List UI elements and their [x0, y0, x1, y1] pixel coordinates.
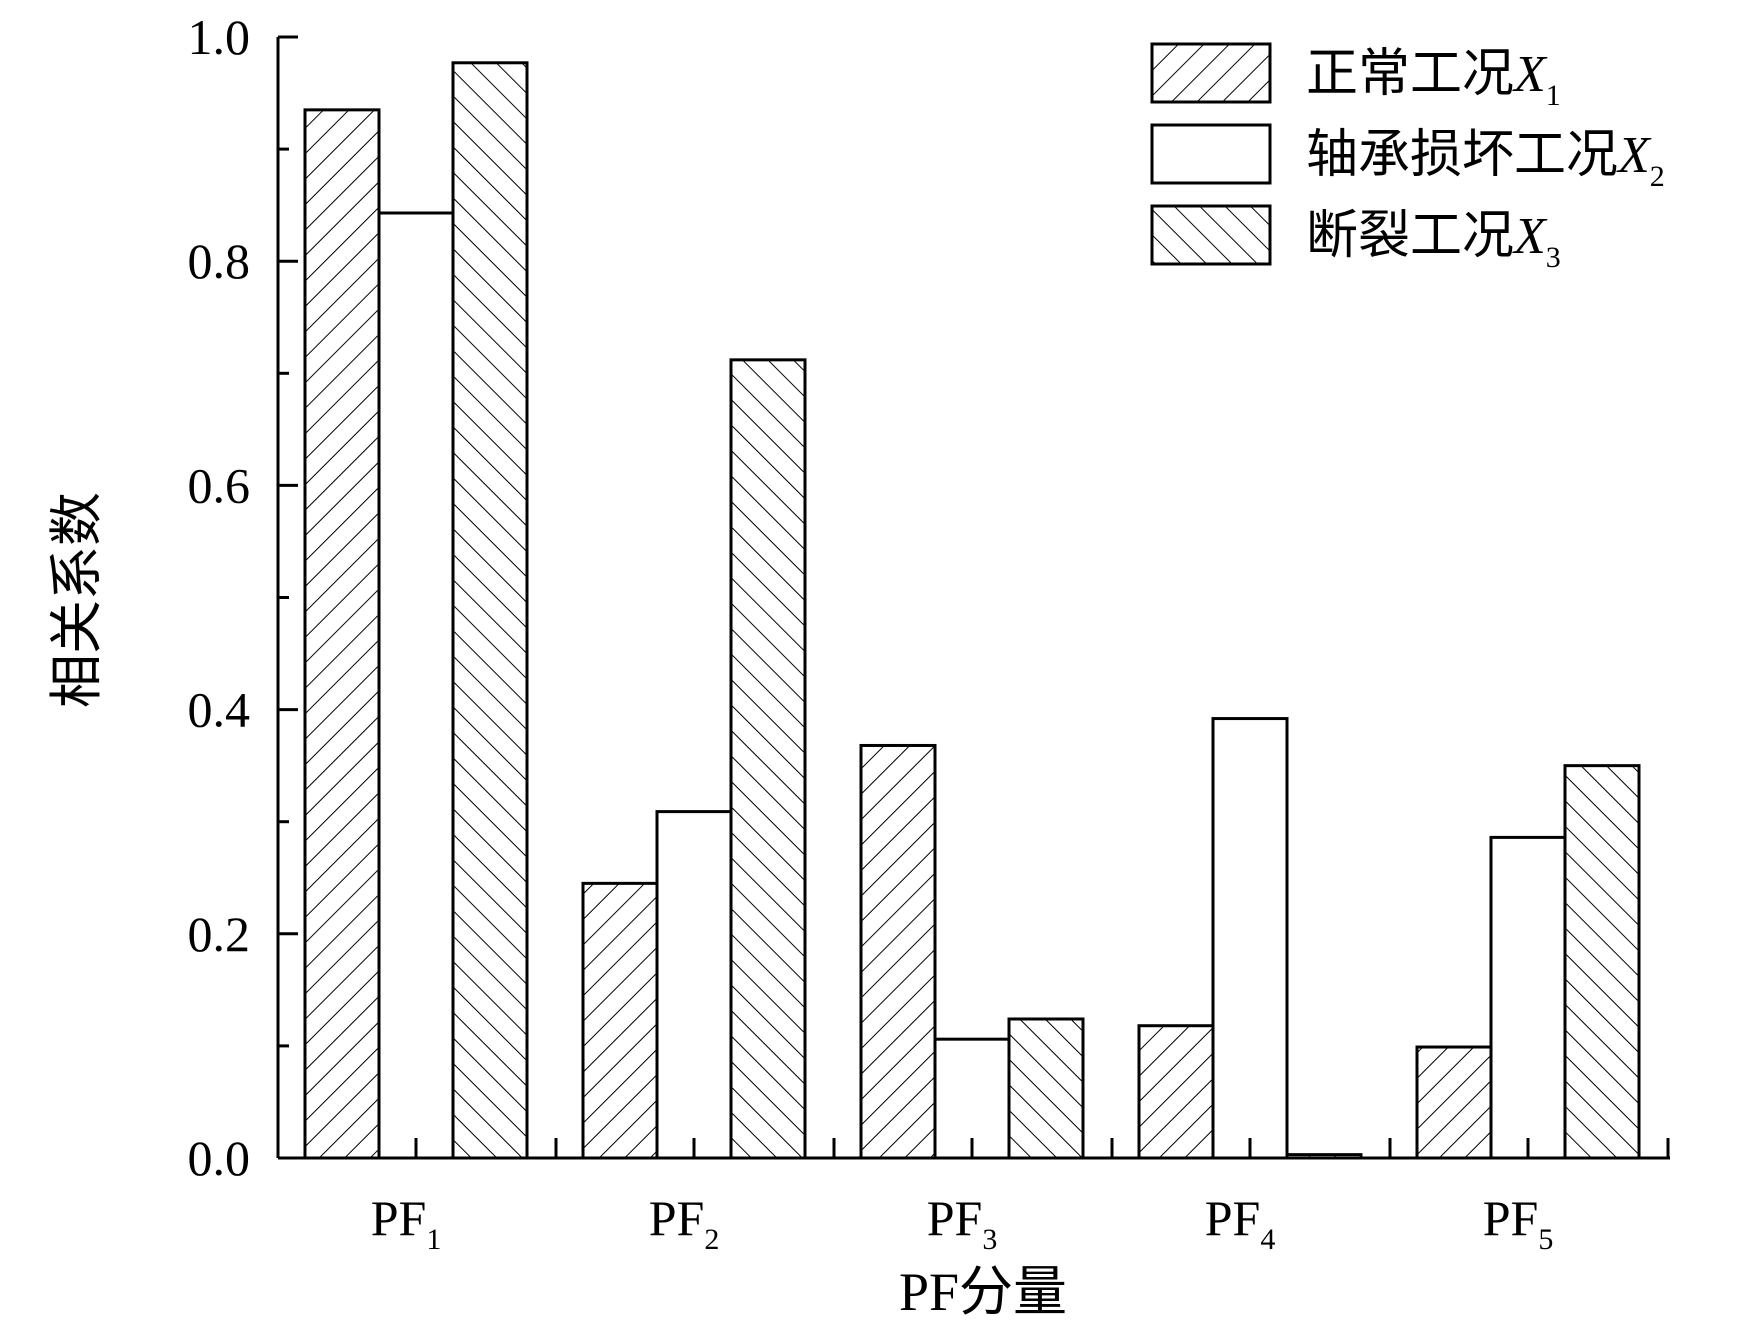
x-tick-label: PF3 — [927, 1190, 998, 1256]
x-axis-label: PF分量 — [899, 1262, 1067, 1322]
y-tick-label: 0.2 — [188, 906, 251, 962]
y-tick-label: 0.8 — [188, 233, 251, 289]
y-axis-label: 相关系数 — [47, 492, 107, 708]
x-tick-label: PF1 — [371, 1190, 442, 1256]
legend-label: 正常工况X1 — [1306, 46, 1561, 112]
legend-swatch — [1150, 123, 1272, 185]
bar-2-1 — [377, 211, 455, 1160]
bar-3-2 — [729, 358, 807, 1160]
legend-swatch — [1150, 42, 1272, 104]
bar-group — [303, 61, 1641, 1160]
bar-1-2 — [581, 881, 659, 1160]
legend-label: 轴承损坏工况X2 — [1306, 127, 1665, 193]
x-ticks: PF1 PF2 PF3 PF4 PF5 — [371, 1138, 1670, 1256]
y-tick-label: 0.0 — [188, 1130, 251, 1186]
bar-1-1 — [303, 108, 381, 1160]
bar-3-1 — [451, 61, 529, 1160]
y-ticks: 0.0 0.2 0.4 0.6 0.8 1.0 — [188, 9, 298, 1186]
bar-2-5 — [1489, 835, 1567, 1160]
bar-3-3 — [1007, 1017, 1085, 1160]
legend-swatch — [1150, 204, 1272, 266]
legend-label: 断裂工况X3 — [1306, 208, 1561, 274]
x-tick-label: PF5 — [1483, 1190, 1554, 1256]
bar-1-4 — [1137, 1024, 1215, 1160]
x-tick-label: PF2 — [649, 1190, 720, 1256]
bar-3-5 — [1563, 764, 1641, 1160]
x-tick-label: PF4 — [1205, 1190, 1276, 1256]
y-tick-label: 0.6 — [188, 457, 251, 513]
bar-1-5 — [1415, 1045, 1493, 1160]
y-tick-label: 0.4 — [188, 682, 251, 738]
bar-2-2 — [655, 810, 733, 1160]
axes: 0.0 0.2 0.4 0.6 0.8 1.0 PF1 PF2 PF3 PF4 PF5 — [188, 9, 1670, 1256]
y-tick-label: 1.0 — [188, 9, 251, 65]
legend: 正常工况X1 轴承损坏工况X2 断裂工况X3 — [1150, 42, 1665, 274]
bar-2-4 — [1211, 717, 1289, 1160]
bar-1-3 — [859, 743, 937, 1160]
